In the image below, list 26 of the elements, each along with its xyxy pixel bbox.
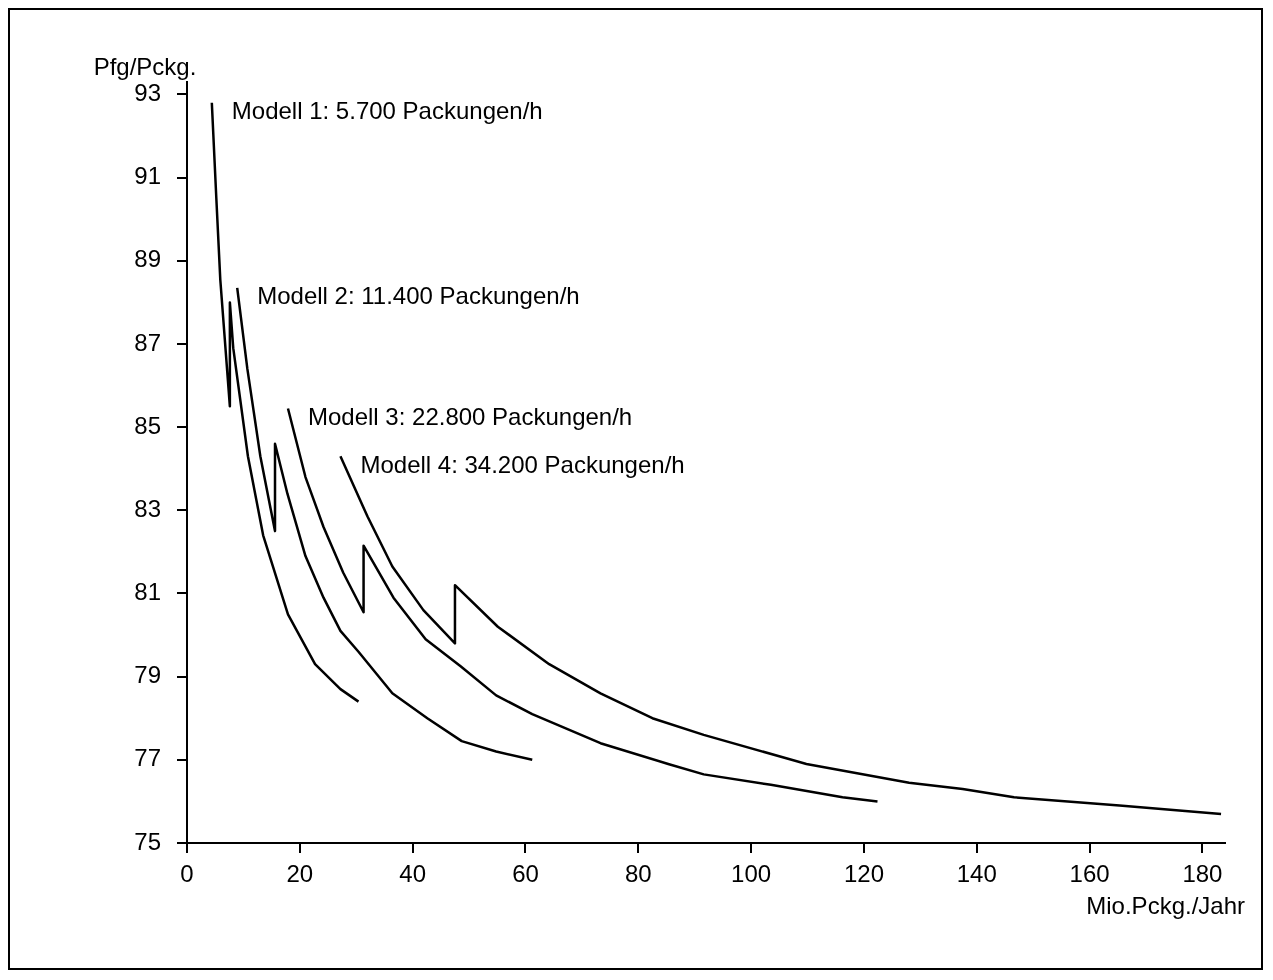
x-tick-label: 80	[624, 860, 652, 888]
y-tick-label: 85	[134, 411, 161, 439]
y-tick-label: 77	[134, 744, 161, 772]
series-label: Modell 4: 34.200 Packungen/h	[360, 450, 685, 478]
x-axis-title: Mio.Pckg./Jahr	[1086, 891, 1246, 919]
x-tick-label: 60	[512, 860, 539, 888]
x-tick-label: 120	[843, 860, 884, 888]
series-label: Modell 3: 22.800 Packungen/h	[307, 403, 633, 431]
y-tick-label: 79	[134, 661, 161, 689]
x-tick-label: 20	[286, 860, 314, 888]
y-tick-label: 81	[134, 578, 161, 606]
x-tick-label: 180	[1182, 860, 1223, 888]
y-tick-label: 75	[134, 827, 161, 855]
series-label: Modell 2: 11.400 Packungen/h	[257, 282, 580, 310]
y-tick-label: 83	[134, 494, 161, 522]
x-tick-label: 0	[180, 860, 194, 888]
y-axis-title: Pfg/Pckg.	[93, 52, 197, 80]
x-tick-label: 140	[956, 860, 997, 888]
y-tick-label: 91	[134, 162, 161, 190]
y-tick-label: 93	[134, 79, 161, 107]
y-tick-label: 89	[134, 245, 161, 273]
series-label: Modell 1: 5.700 Packungen/h	[231, 97, 543, 125]
x-tick-label: 160	[1069, 860, 1110, 888]
y-tick-label: 87	[134, 328, 161, 356]
x-tick-label: 100	[731, 860, 772, 888]
x-tick-label: 40	[399, 860, 426, 888]
